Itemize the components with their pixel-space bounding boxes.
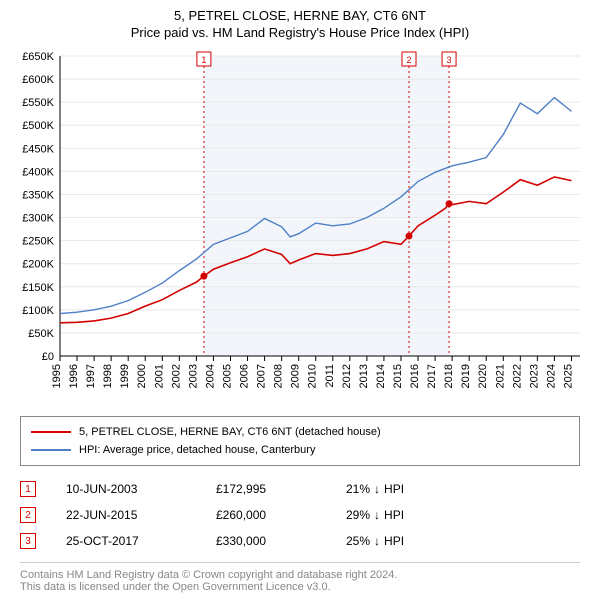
svg-text:£500K: £500K: [22, 120, 54, 132]
chart-area: £0 £50K £100K £150K £200K £250K £300K £350K £400…: [10, 48, 590, 408]
chart-svg: £0 £50K £100K £150K £200K £250K £300K £350K £400…: [10, 48, 590, 408]
svg-text:2013: 2013: [358, 364, 370, 388]
svg-text:1998: 1998: [102, 364, 114, 388]
svg-text:£50K: £50K: [28, 328, 54, 340]
svg-text:£350K: £350K: [22, 189, 54, 201]
legend-swatch: [31, 449, 71, 451]
chart-title: 5, PETREL CLOSE, HERNE BAY, CT6 6NT: [10, 8, 590, 23]
chart-subtitle: Price paid vs. HM Land Registry's House …: [10, 25, 590, 40]
svg-text:£200K: £200K: [22, 259, 54, 271]
sales-table: 1 10-JUN-2003£172,99521% ↓ HPI 2 22-JUN-201…: [20, 476, 580, 554]
down-arrow-icon: ↓: [374, 534, 380, 548]
legend-label: 5, PETREL CLOSE, HERNE BAY, CT6 6NT (det…: [79, 426, 381, 438]
svg-text:2008: 2008: [273, 364, 285, 388]
svg-text:2023: 2023: [528, 364, 540, 388]
svg-text:2021: 2021: [494, 364, 506, 388]
sale-row: 3 25-OCT-2017£330,00025% ↓ HPI: [20, 528, 580, 554]
sale-marker: 2: [20, 507, 36, 523]
svg-text:2009: 2009: [290, 364, 302, 388]
svg-text:2011: 2011: [324, 364, 336, 388]
svg-text:2022: 2022: [511, 364, 523, 388]
svg-text:2018: 2018: [443, 364, 455, 388]
svg-text:£0: £0: [42, 351, 54, 363]
sale-price: £330,000: [216, 534, 346, 548]
svg-text:£400K: £400K: [22, 166, 54, 178]
svg-text:2010: 2010: [307, 364, 319, 388]
svg-text:1997: 1997: [85, 364, 97, 388]
svg-text:2012: 2012: [341, 364, 353, 388]
svg-text:2007: 2007: [256, 364, 268, 388]
svg-text:£250K: £250K: [22, 236, 54, 248]
svg-text:2002: 2002: [170, 364, 182, 388]
svg-text:2015: 2015: [392, 364, 404, 388]
svg-text:1: 1: [201, 55, 206, 65]
down-arrow-icon: ↓: [374, 482, 380, 496]
svg-text:£300K: £300K: [22, 213, 54, 225]
sale-date: 22-JUN-2015: [66, 508, 216, 522]
svg-text:2020: 2020: [477, 364, 489, 388]
legend-item: HPI: Average price, detached house, Cant…: [31, 441, 569, 459]
sale-price: £172,995: [216, 482, 346, 496]
svg-text:2017: 2017: [426, 364, 438, 388]
sale-pct: 21% ↓ HPI: [346, 482, 404, 496]
svg-text:2016: 2016: [409, 364, 421, 388]
svg-text:2004: 2004: [204, 364, 216, 388]
chart-container: 5, PETREL CLOSE, HERNE BAY, CT6 6NT Pric…: [0, 0, 600, 603]
svg-text:2001: 2001: [153, 364, 165, 388]
svg-text:2000: 2000: [136, 364, 148, 388]
sale-date: 25-OCT-2017: [66, 534, 216, 548]
sale-row: 2 22-JUN-2015£260,00029% ↓ HPI: [20, 502, 580, 528]
svg-text:£600K: £600K: [22, 74, 54, 86]
legend-swatch: [31, 431, 71, 433]
svg-text:2003: 2003: [187, 364, 199, 388]
down-arrow-icon: ↓: [374, 508, 380, 522]
svg-text:2: 2: [406, 55, 411, 65]
svg-text:2019: 2019: [460, 364, 472, 388]
svg-text:£450K: £450K: [22, 143, 54, 155]
svg-text:1995: 1995: [51, 364, 63, 388]
svg-text:2024: 2024: [545, 364, 557, 388]
svg-text:2025: 2025: [562, 364, 574, 388]
sale-price: £260,000: [216, 508, 346, 522]
legend: 5, PETREL CLOSE, HERNE BAY, CT6 6NT (det…: [20, 416, 580, 466]
svg-text:2014: 2014: [375, 364, 387, 388]
sale-pct: 25% ↓ HPI: [346, 534, 404, 548]
legend-item: 5, PETREL CLOSE, HERNE BAY, CT6 6NT (det…: [31, 423, 569, 441]
sale-row: 1 10-JUN-2003£172,99521% ↓ HPI: [20, 476, 580, 502]
sale-date: 10-JUN-2003: [66, 482, 216, 496]
sale-marker: 3: [20, 533, 36, 549]
svg-text:1999: 1999: [119, 364, 131, 388]
svg-text:£550K: £550K: [22, 97, 54, 109]
svg-text:1996: 1996: [68, 364, 80, 388]
sale-marker: 1: [20, 481, 36, 497]
svg-text:2006: 2006: [239, 364, 251, 388]
svg-text:2005: 2005: [221, 364, 233, 388]
svg-text:£150K: £150K: [22, 282, 54, 294]
svg-text:3: 3: [447, 55, 452, 65]
disclaimer-line1: Contains HM Land Registry data © Crown c…: [20, 569, 580, 581]
svg-text:£100K: £100K: [22, 305, 54, 317]
sale-pct: 29% ↓ HPI: [346, 508, 404, 522]
disclaimer: Contains HM Land Registry data © Crown c…: [20, 562, 580, 593]
legend-label: HPI: Average price, detached house, Cant…: [79, 444, 315, 456]
disclaimer-line2: This data is licensed under the Open Gov…: [20, 581, 580, 593]
svg-text:£650K: £650K: [22, 51, 54, 63]
